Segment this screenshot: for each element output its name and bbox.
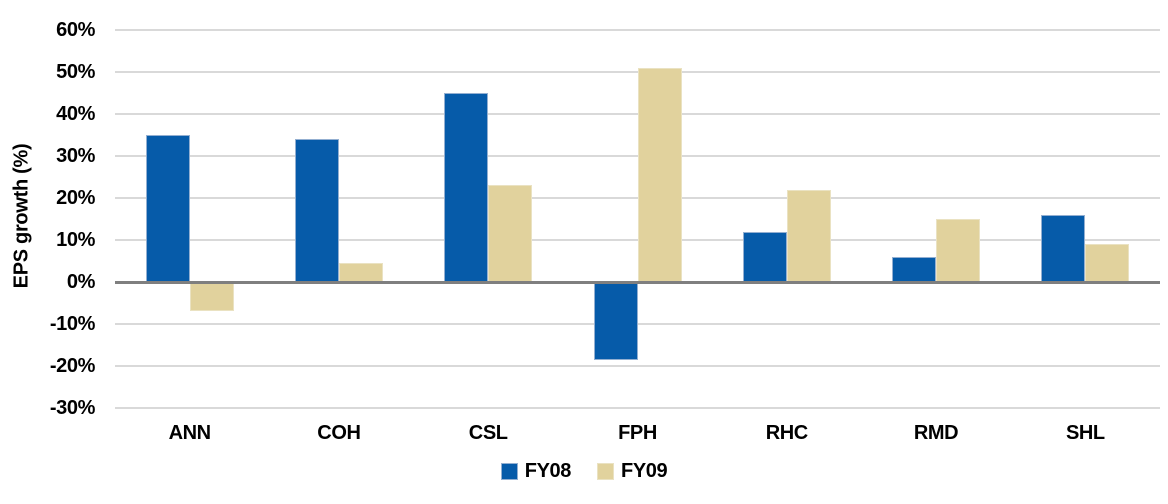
y-tick-label: 50%: [56, 61, 95, 83]
y-tick-label: -10%: [49, 313, 95, 335]
x-category-label: FPH: [618, 422, 657, 444]
gridline: [115, 365, 1160, 367]
legend-item-fy08: FY08: [500, 460, 572, 483]
fy09-swatch-icon: [597, 463, 614, 480]
x-category-label: ANN: [168, 422, 212, 444]
zero-axis-line: [115, 281, 1160, 284]
y-tick-label: 30%: [56, 145, 95, 167]
y-tick-label: 10%: [56, 229, 95, 251]
bar-fy09-fph: [637, 67, 682, 282]
bar-fy08-fph: [593, 282, 638, 360]
bar-fy09-ann: [189, 282, 234, 312]
y-tick-label: 60%: [56, 19, 95, 41]
y-tick-label: -30%: [49, 397, 95, 419]
bar-fy09-rmd: [936, 219, 981, 282]
x-category-label: RMD: [913, 422, 959, 444]
x-category-label: COH: [317, 422, 361, 444]
legend: FY08 FY09: [0, 460, 1168, 483]
x-category-label: SHL: [1065, 422, 1105, 444]
bar-fy08-rhc: [742, 231, 787, 282]
bar-fy08-rmd: [892, 256, 937, 282]
x-category-label: RHC: [765, 422, 809, 444]
bar-fy09-csl: [488, 185, 533, 282]
bar-fy09-coh: [338, 263, 383, 282]
gridline: [115, 407, 1160, 409]
y-tick-label: 0%: [66, 271, 96, 293]
y-tick-label: 40%: [56, 103, 95, 125]
y-tick-label: 20%: [56, 187, 95, 209]
legend-item-fy09: FY09: [597, 460, 668, 483]
fy08-swatch-icon: [500, 463, 518, 480]
legend-label-fy08: FY08: [524, 460, 572, 482]
bar-fy09-rhc: [786, 189, 831, 282]
gridline: [115, 323, 1160, 325]
gridline: [115, 29, 1160, 31]
bar-fy09-shl: [1085, 244, 1130, 282]
legend-label-fy09: FY09: [621, 460, 668, 482]
bar-fy08-coh: [294, 139, 339, 282]
bar-fy08-csl: [444, 93, 489, 282]
x-category-label: CSL: [468, 422, 508, 444]
bar-fy08-shl: [1041, 214, 1086, 282]
bar-fy08-ann: [145, 135, 190, 282]
y-tick-label: -20%: [49, 355, 95, 377]
